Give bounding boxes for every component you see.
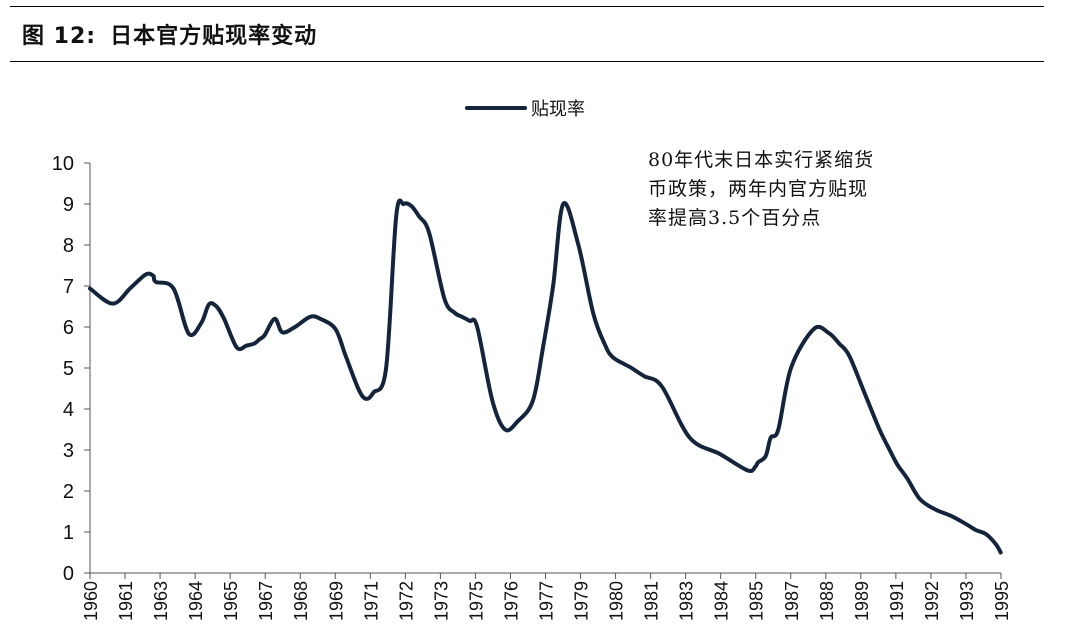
x-tick-label: 1963	[151, 581, 171, 621]
x-tick-label: 1995	[992, 581, 1012, 621]
x-tick-label: 1979	[572, 581, 592, 621]
chart-legend: 贴现率	[465, 99, 585, 120]
x-tick-label: 1971	[361, 581, 381, 621]
x-tick-label: 1968	[291, 581, 311, 621]
legend-label: 贴现率	[531, 99, 585, 120]
figure-title: 图 12: 日本官方贴现率变动	[22, 18, 317, 50]
x-tick-label: 1985	[747, 581, 767, 621]
chart-annotation: 80年代末日本实行紧缩货 币政策，两年内官方贴现 率提高3.5个百分点	[648, 146, 928, 233]
y-tick-label: 1	[63, 522, 74, 544]
annotation-line: 率提高3.5个百分点	[648, 207, 822, 229]
x-tick-label: 1967	[256, 581, 276, 621]
y-tick-label: 6	[63, 317, 74, 339]
x-tick-label: 1987	[782, 581, 802, 621]
y-tick-label: 8	[63, 235, 74, 257]
y-tick-label: 0	[63, 563, 74, 585]
x-axis: 1960 1961 1963 1964 1965 1967 1968 1969 1971 1972…	[81, 572, 1012, 621]
y-tick-label: 9	[63, 194, 74, 216]
y-tick-label: 3	[63, 440, 74, 462]
x-tick-label: 1965	[221, 581, 241, 621]
y-tick-label: 4	[63, 399, 74, 421]
x-tick-label: 1991	[887, 581, 907, 621]
annotation-line: 币政策，两年内官方贴现	[648, 178, 869, 200]
x-tick-label: 1973	[431, 581, 451, 621]
x-tick-label: 1988	[817, 581, 837, 621]
x-tick-label: 1961	[116, 581, 136, 621]
x-tick-label: 1980	[607, 581, 627, 621]
y-axis: 0 1 2 3 4 5 6 7 8 9 10	[52, 153, 91, 585]
x-tick-label: 1964	[186, 581, 206, 621]
annotation-line: 80年代末日本实行紧缩货	[648, 149, 875, 171]
x-tick-label: 1975	[466, 581, 486, 621]
x-tick-label: 1969	[326, 581, 346, 621]
plot-area	[88, 198, 1003, 555]
x-tick-label: 1983	[677, 581, 697, 621]
x-tick-label: 1976	[501, 581, 521, 621]
x-tick-label: 1960	[81, 581, 101, 621]
y-tick-label: 5	[63, 358, 74, 380]
figure-header: 图 12: 日本官方贴现率变动	[0, 0, 1070, 62]
header-top-rule	[10, 6, 1044, 7]
x-tick-label: 1977	[537, 581, 557, 621]
x-tick-label: 1992	[922, 581, 942, 621]
x-tick-label: 1972	[396, 581, 416, 621]
figure-number: 图 12:	[22, 24, 97, 49]
y-tick-label: 2	[63, 481, 74, 503]
x-tick-label: 1981	[642, 581, 662, 621]
x-tick-label: 1984	[712, 581, 732, 621]
x-tick-label: 1993	[957, 581, 977, 621]
y-tick-label: 10	[52, 153, 74, 175]
y-tick-label: 7	[63, 276, 74, 298]
series-line-discount-rate	[88, 198, 1003, 555]
header-bottom-rule	[10, 61, 1044, 62]
x-tick-label: 1989	[852, 581, 872, 621]
figure-title-text: 日本官方贴现率变动	[110, 24, 318, 49]
